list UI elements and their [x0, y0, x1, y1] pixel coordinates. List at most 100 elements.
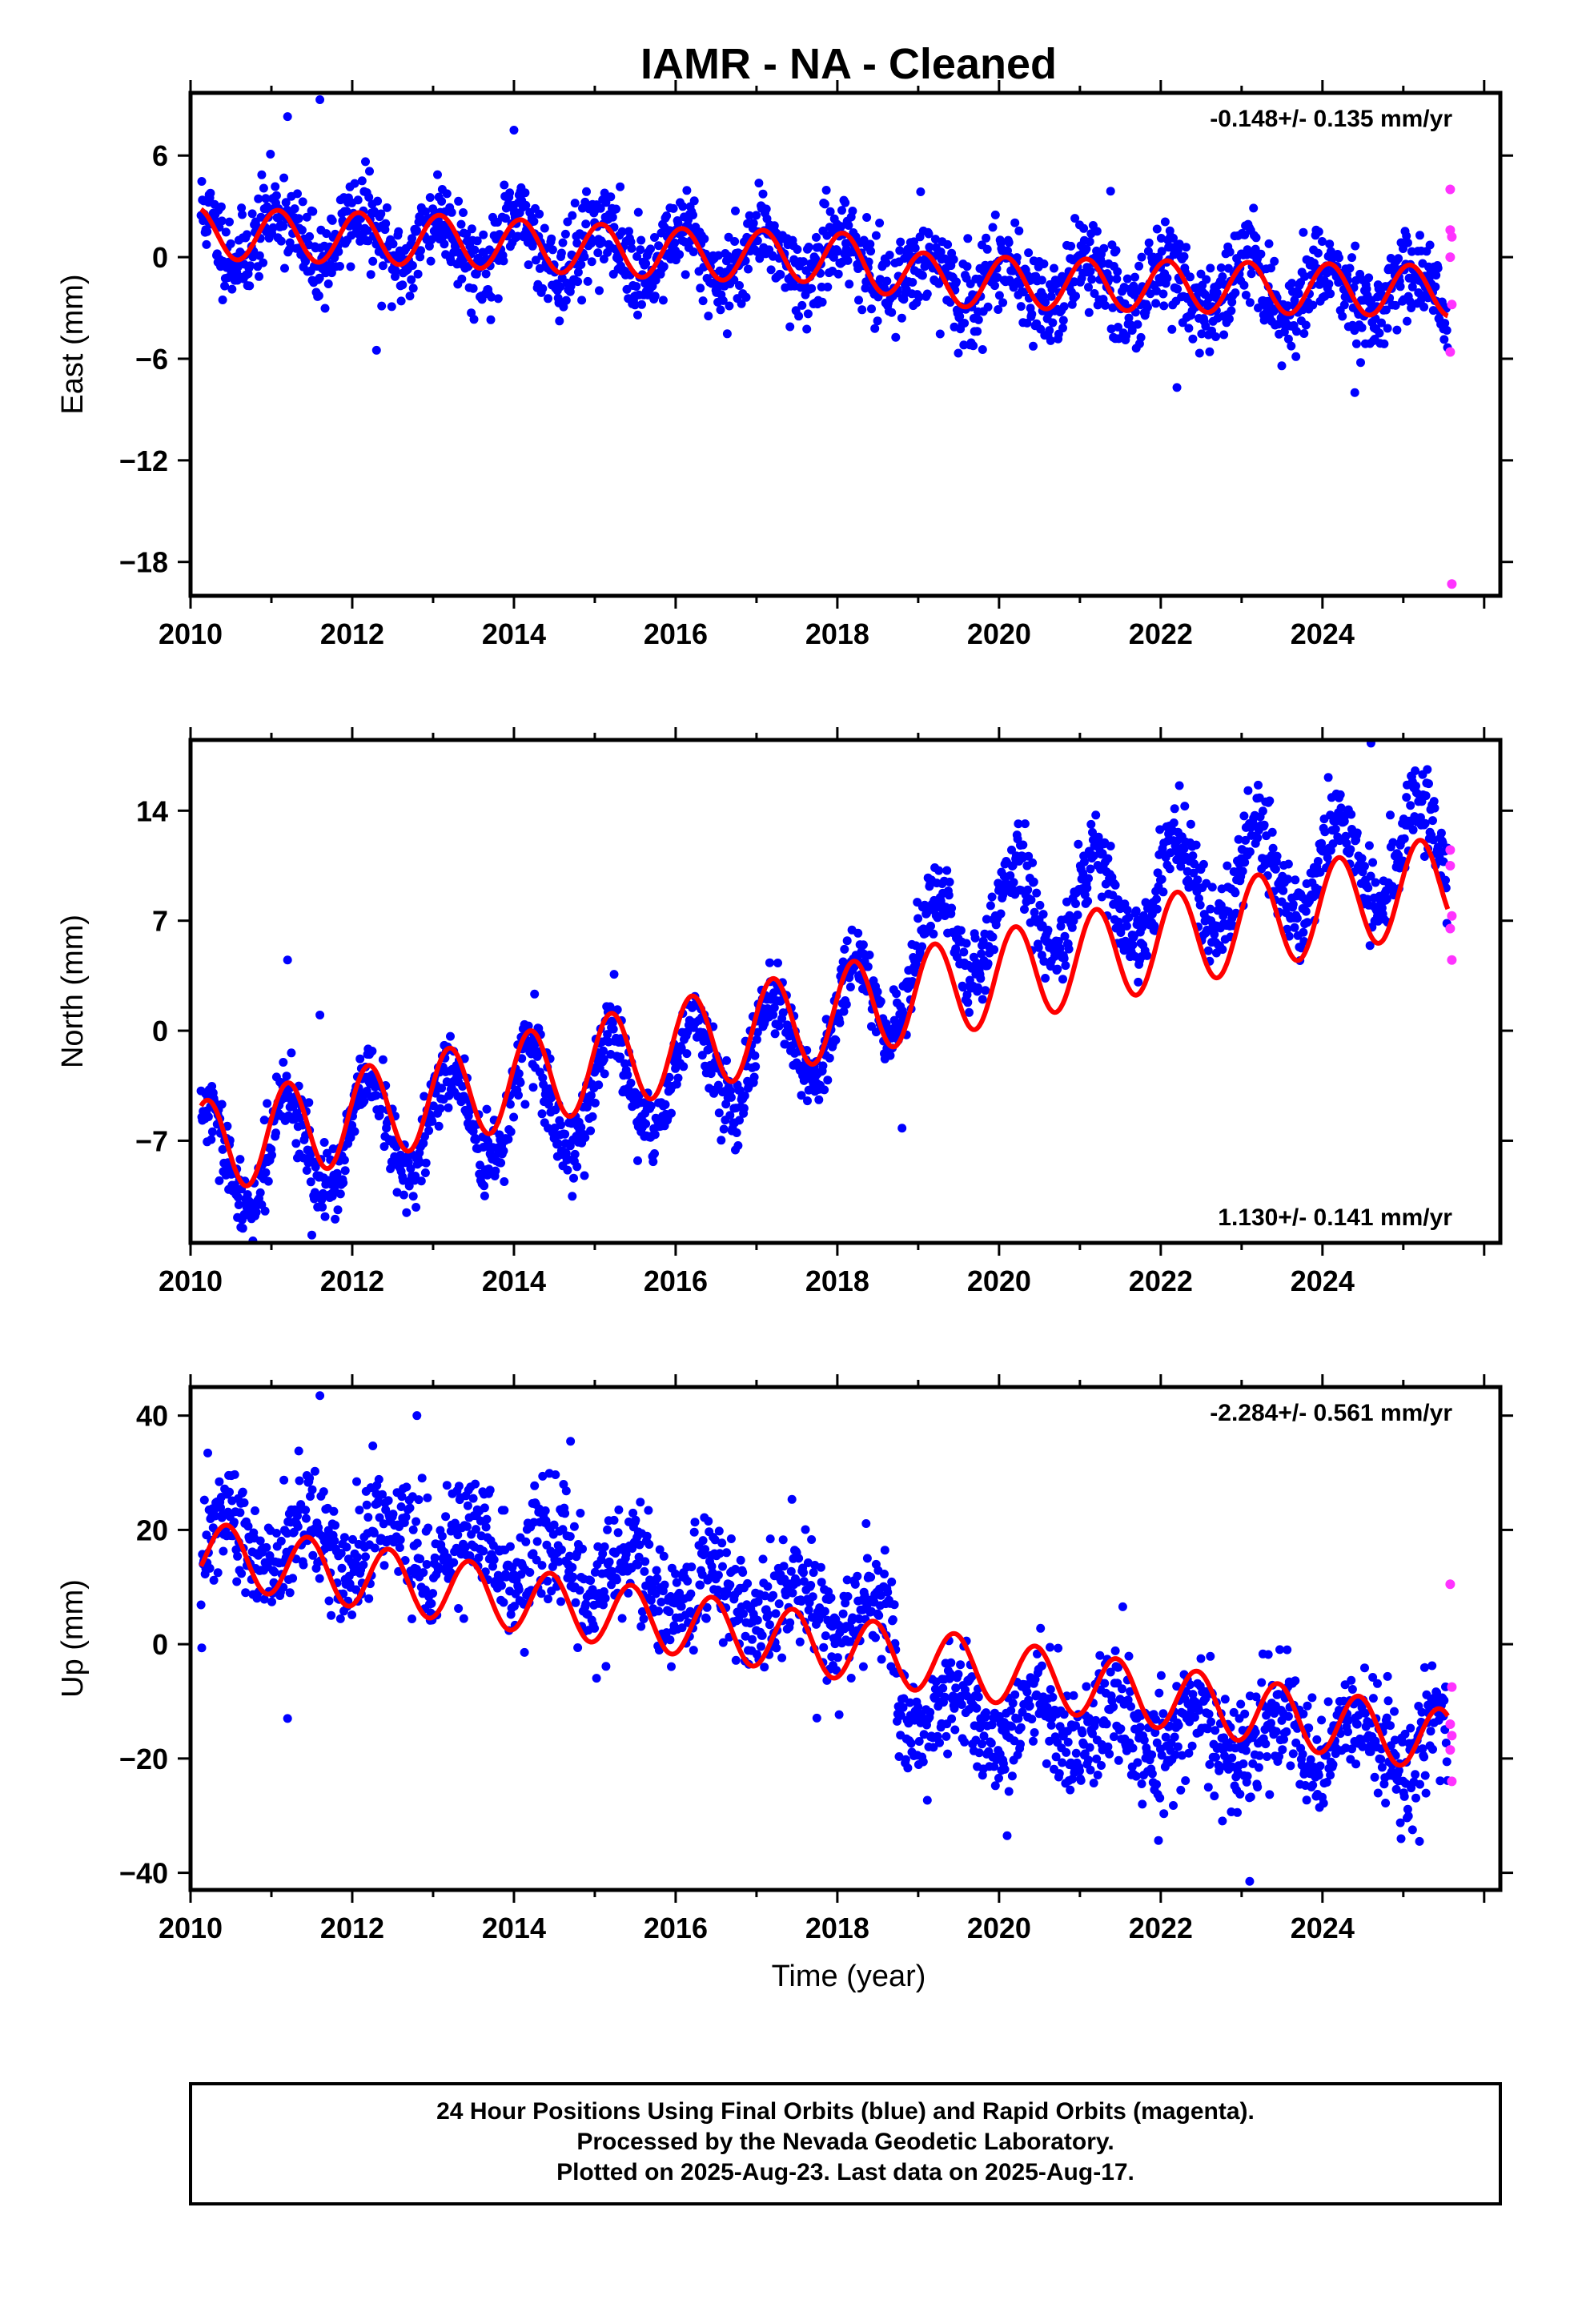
east-data-point: [962, 262, 972, 271]
up-data-point: [396, 1535, 405, 1545]
up-data-point: [558, 1525, 568, 1534]
east-data-point: [785, 322, 795, 332]
up-data-point: [307, 1485, 317, 1494]
east-outlier-point: [283, 112, 292, 122]
north-data-point: [553, 1139, 563, 1148]
up-data-point: [846, 1674, 856, 1683]
east-rapid-orbit-point: [1445, 347, 1456, 357]
up-data-point: [612, 1575, 621, 1585]
east-data-point: [1037, 275, 1046, 285]
up-data-point: [686, 1589, 696, 1598]
north-data-point: [633, 1156, 642, 1165]
east-data-point: [1136, 332, 1146, 342]
up-data-point: [922, 1795, 932, 1805]
east-data-point: [753, 236, 762, 246]
north-data-point: [392, 1188, 402, 1197]
north-data-point: [1122, 921, 1131, 931]
east-data-point: [949, 255, 958, 264]
up-data-point: [748, 1634, 757, 1644]
north-data-point: [1152, 895, 1161, 904]
east-data-point: [1254, 304, 1263, 312]
north-y-tick-label: −7: [135, 1124, 168, 1157]
east-data-point: [1267, 263, 1275, 273]
east-data-point: [1325, 239, 1335, 249]
east-data-point: [917, 271, 927, 280]
up-data-point: [310, 1466, 319, 1476]
north-data-point: [616, 1052, 625, 1062]
east-data-point: [416, 246, 425, 255]
up-data-point: [556, 1597, 565, 1606]
east-data-point: [468, 283, 478, 293]
up-data-point: [701, 1614, 711, 1623]
east-data-point: [833, 269, 843, 279]
east-data-point: [381, 219, 391, 228]
east-data-point: [833, 247, 842, 256]
north-data-point: [858, 940, 868, 950]
up-data-point: [388, 1510, 398, 1519]
east-data-point: [1186, 272, 1195, 282]
up-data-point: [454, 1482, 464, 1491]
up-data-point: [793, 1578, 802, 1587]
north-data-point: [626, 1078, 636, 1088]
east-data-point: [1247, 269, 1256, 279]
north-data-point: [1038, 910, 1048, 919]
east-data-point: [1195, 348, 1204, 358]
up-data-point: [416, 1554, 425, 1564]
north-data-point: [773, 959, 782, 967]
up-data-point: [573, 1643, 583, 1652]
up-data-point: [306, 1492, 315, 1501]
north-data-point: [1020, 819, 1030, 829]
north-data-point: [1382, 895, 1391, 904]
east-data-point: [1160, 217, 1170, 227]
north-data-point: [929, 929, 938, 939]
east-data-point: [279, 173, 289, 183]
up-data-point: [330, 1536, 339, 1546]
north-data-point: [402, 1208, 412, 1217]
east-data-point: [1082, 244, 1091, 254]
east-data-point: [570, 199, 580, 208]
east-panel: 2010 2012 2014 2016 2018 2020 2022 202460−6−12−…: [56, 80, 1513, 650]
up-data-point: [850, 1579, 860, 1589]
north-data-point: [1064, 944, 1074, 954]
north-data-point: [594, 1080, 604, 1090]
east-data-point: [1241, 291, 1251, 300]
east-rapid-orbit-point: [1447, 579, 1457, 589]
up-data-point: [689, 1527, 699, 1537]
north-data-point: [714, 1108, 724, 1118]
east-data-point: [1249, 203, 1259, 213]
east-data-point: [982, 244, 992, 254]
up-data-point: [718, 1562, 727, 1571]
north-data-point: [1203, 946, 1213, 955]
up-data-point: [215, 1477, 224, 1486]
north-data-point: [1174, 781, 1184, 790]
up-data-point: [736, 1555, 745, 1565]
up-data-point: [229, 1518, 239, 1527]
north-data-point: [411, 1172, 420, 1180]
north-data-point: [1124, 913, 1134, 922]
north-data-point: [1131, 906, 1141, 915]
north-data-point: [863, 962, 873, 971]
east-data-point: [845, 279, 854, 289]
north-data-point: [359, 1096, 369, 1106]
east-data-point: [1428, 306, 1438, 316]
east-data-point: [1425, 240, 1435, 250]
up-data-point: [568, 1562, 577, 1572]
north-data-point: [1086, 819, 1096, 829]
up-data-point: [216, 1503, 225, 1512]
up-data-point: [374, 1497, 383, 1506]
up-data-point: [600, 1542, 609, 1551]
up-data-point: [590, 1623, 600, 1633]
up-data-point: [479, 1546, 488, 1556]
east-data-point: [320, 304, 330, 313]
east-data-point: [617, 227, 627, 236]
north-data-point: [981, 986, 990, 995]
east-data-point: [730, 237, 740, 246]
up-data-point: [537, 1561, 547, 1570]
up-data-point: [753, 1597, 763, 1606]
east-data-point: [1392, 325, 1402, 335]
east-y-tick-label: 0: [152, 241, 168, 274]
north-data-point: [1364, 841, 1374, 850]
north-data-point: [917, 942, 927, 951]
north-data-point: [876, 997, 885, 1006]
